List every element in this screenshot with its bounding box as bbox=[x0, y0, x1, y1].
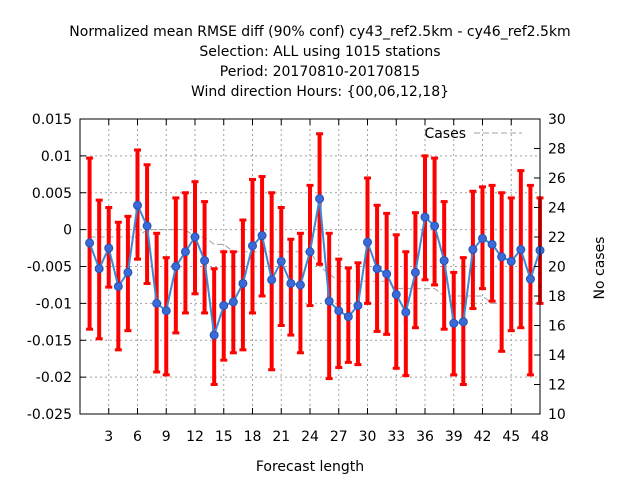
y2-tick-label: 12 bbox=[548, 378, 566, 394]
x-tick-label: 42 bbox=[474, 429, 492, 445]
x-tick-label: 33 bbox=[387, 429, 405, 445]
y-tick-label: 0.015 bbox=[32, 112, 72, 128]
mean-point bbox=[315, 194, 325, 204]
y2-tick-label: 20 bbox=[548, 260, 566, 276]
x-tick-label: 45 bbox=[502, 429, 520, 445]
mean-point bbox=[171, 262, 181, 271]
cases-series bbox=[89, 229, 540, 304]
mean-point bbox=[248, 241, 257, 251]
x-tick-label: 27 bbox=[330, 429, 348, 445]
mean-point bbox=[439, 256, 449, 266]
mean-point bbox=[180, 247, 190, 257]
mean-point bbox=[506, 256, 516, 266]
mean-point bbox=[142, 221, 152, 231]
y-tick-label: 0 bbox=[63, 223, 72, 239]
mean-point bbox=[209, 330, 219, 340]
mean-point bbox=[219, 301, 229, 311]
mean-point bbox=[468, 245, 478, 255]
y2-tick-label: 24 bbox=[548, 201, 566, 217]
x-tick-label: 15 bbox=[215, 429, 233, 445]
mean-point bbox=[267, 275, 277, 285]
mean-point bbox=[363, 237, 372, 247]
mean-point bbox=[372, 264, 382, 274]
x-axis-label: Forecast length bbox=[256, 459, 364, 475]
y2-tick-label: 16 bbox=[548, 319, 566, 335]
mean-point bbox=[420, 212, 430, 222]
mean-point bbox=[525, 274, 535, 284]
x-tick-label: 12 bbox=[186, 429, 204, 445]
mean-point bbox=[401, 307, 411, 317]
mean-point bbox=[276, 256, 286, 266]
mean-point bbox=[200, 256, 210, 266]
mean-point bbox=[94, 264, 104, 274]
mean-point bbox=[458, 317, 468, 327]
mean-point bbox=[343, 312, 353, 322]
y2-tick-label: 18 bbox=[548, 289, 566, 305]
x-tick-label: 9 bbox=[162, 429, 171, 445]
x-tick-label: 3 bbox=[104, 429, 113, 445]
mean-point bbox=[133, 200, 142, 210]
mean-point bbox=[487, 239, 497, 249]
y2-tick-label: 30 bbox=[548, 112, 566, 128]
x-tick-label: 36 bbox=[416, 429, 434, 445]
mean-point bbox=[516, 245, 526, 255]
mean-point bbox=[305, 247, 315, 257]
y2-tick-label: 26 bbox=[548, 171, 566, 187]
mean-point bbox=[353, 301, 363, 311]
chart-title-line-2: Selection: ALL using 1015 stations bbox=[199, 44, 440, 60]
mean-point bbox=[324, 296, 334, 306]
x-tick-label: 39 bbox=[445, 429, 463, 445]
x-tick-label: 24 bbox=[301, 429, 319, 445]
cases-line bbox=[89, 229, 540, 304]
y2-tick-label: 14 bbox=[548, 348, 566, 364]
mean-point bbox=[430, 221, 440, 231]
mean-point bbox=[161, 306, 171, 316]
mean-point bbox=[85, 238, 95, 248]
mean-point bbox=[257, 231, 267, 241]
mean-point bbox=[334, 306, 344, 316]
y2-tick-label: 10 bbox=[548, 407, 566, 423]
y-tick-label: -0.01 bbox=[36, 296, 72, 312]
mean-point bbox=[123, 267, 133, 277]
y-tick-label: -0.025 bbox=[27, 407, 72, 423]
mean-point bbox=[449, 318, 459, 328]
right-y-axis-label: No cases bbox=[592, 237, 608, 300]
x-tick-label: 30 bbox=[359, 429, 377, 445]
mean-point bbox=[104, 243, 114, 253]
mean-point bbox=[382, 269, 392, 279]
chart-title-line-4: Wind direction Hours: {00,06,12,18} bbox=[191, 84, 449, 100]
y-tick-label: -0.015 bbox=[27, 333, 72, 349]
mean-point bbox=[391, 290, 401, 300]
x-tick-label: 18 bbox=[244, 429, 262, 445]
mean-point bbox=[238, 278, 248, 288]
mean-point bbox=[286, 278, 296, 288]
legend: Cases bbox=[424, 126, 522, 142]
mean-series bbox=[85, 194, 545, 340]
y2-tick-label: 28 bbox=[548, 142, 566, 158]
y-tick-label: 0.005 bbox=[32, 186, 72, 202]
mean-point bbox=[113, 281, 123, 291]
y-tick-label: -0.005 bbox=[27, 260, 72, 276]
mean-point bbox=[478, 233, 487, 243]
x-tick-label: 21 bbox=[272, 429, 290, 445]
mean-point bbox=[228, 297, 238, 307]
mean-point bbox=[295, 280, 305, 290]
y-tick-label: 0.01 bbox=[41, 149, 72, 165]
mean-point bbox=[152, 298, 162, 308]
mean-point bbox=[190, 232, 200, 242]
x-tick-label: 48 bbox=[531, 429, 549, 445]
chart-title-line-3: Period: 20170810-20170815 bbox=[220, 64, 420, 80]
x-tick-label: 6 bbox=[133, 429, 142, 445]
legend-entry-cases: Cases bbox=[424, 126, 466, 142]
mean-point bbox=[410, 267, 420, 277]
chart-title-line-1: Normalized mean RMSE diff (90% conf) cy4… bbox=[69, 24, 570, 40]
y2-tick-label: 22 bbox=[548, 230, 566, 246]
axes-ticks: 3 6 9 12 15 18 21 24 27 30 33 36 39 42 45 48-0.025-0.02… bbox=[27, 112, 566, 445]
y-tick-label: -0.02 bbox=[36, 370, 72, 386]
mean-point bbox=[497, 252, 507, 262]
